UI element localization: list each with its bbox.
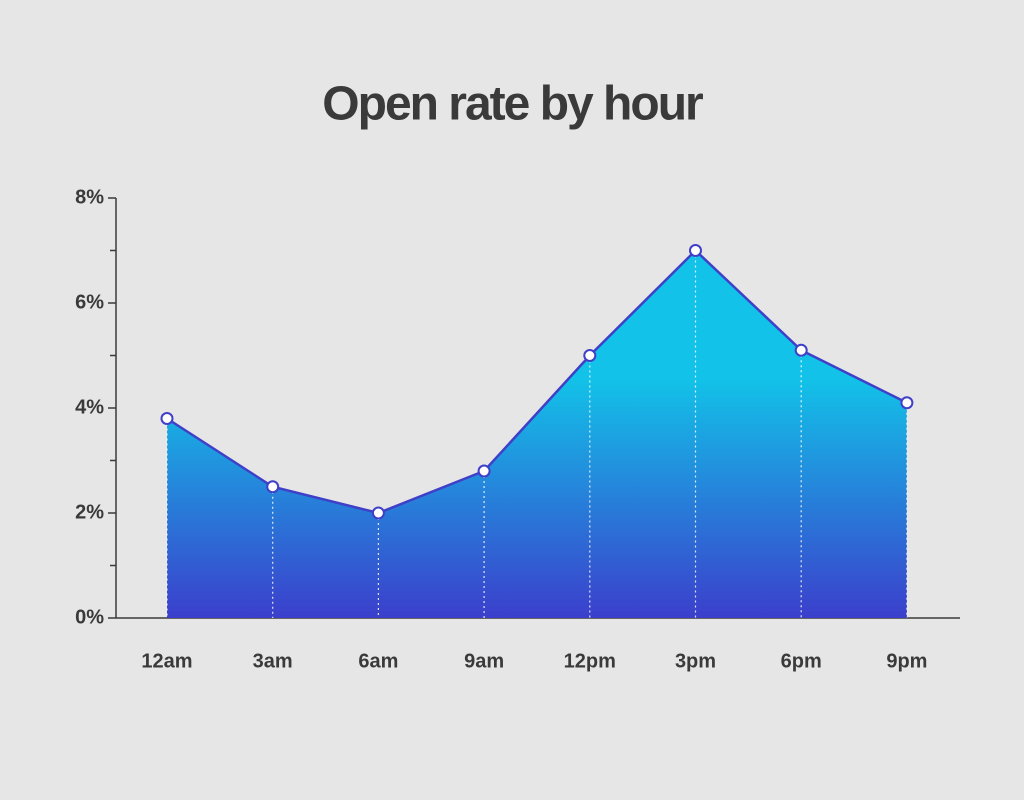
y-tick-label: 4% bbox=[75, 396, 104, 418]
chart-title: Open rate by hour bbox=[322, 78, 703, 131]
point bbox=[266, 480, 280, 494]
x-tick-label: 6pm bbox=[781, 650, 822, 672]
area bbox=[167, 250, 907, 618]
point bbox=[371, 506, 385, 520]
y-tick-label: 2% bbox=[75, 501, 104, 523]
y-tick-label: 0% bbox=[75, 606, 104, 628]
x-tick-label: 6am bbox=[358, 650, 398, 672]
y-tick-label: 6% bbox=[75, 291, 104, 313]
line bbox=[166, 248, 908, 515]
x-tick-label: 12am bbox=[141, 650, 192, 672]
y-tick-label: 8% bbox=[75, 186, 104, 208]
x-tick-label: 12pm bbox=[564, 650, 616, 672]
x-tick-label: 3pm bbox=[675, 650, 716, 672]
point bbox=[160, 412, 174, 425]
point bbox=[477, 464, 491, 478]
point bbox=[900, 396, 914, 410]
x-tick-label: 9am bbox=[464, 650, 504, 672]
point bbox=[583, 349, 597, 362]
x-tick-label: 3am bbox=[253, 650, 293, 672]
point bbox=[689, 244, 702, 257]
x-tick-label: 9pm bbox=[886, 650, 927, 672]
point bbox=[794, 343, 808, 357]
